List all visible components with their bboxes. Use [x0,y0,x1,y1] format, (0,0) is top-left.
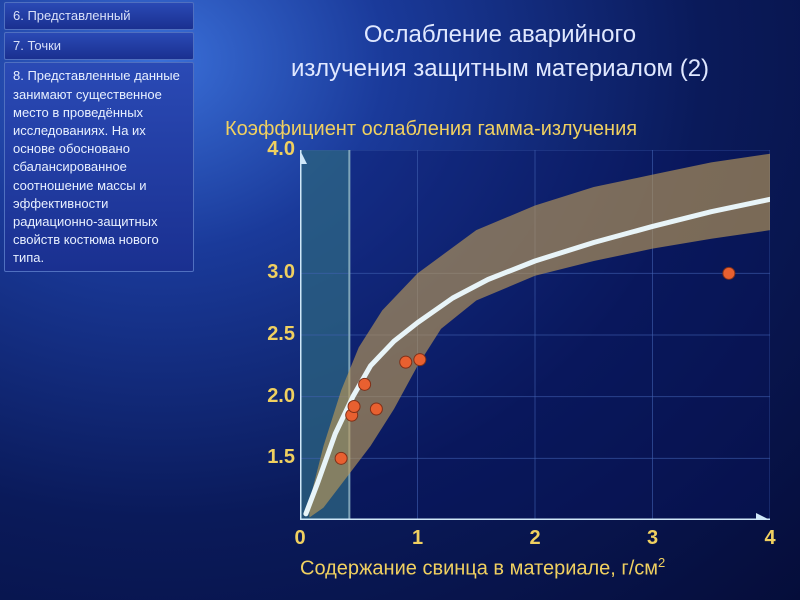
chart-title: Коэффициент ослабления гамма-излучения [225,118,785,141]
x-tick-label: 4 [764,527,775,550]
sidebar: 6. Представленный 7. Точки 8. Представле… [4,2,194,274]
sidebar-item-7[interactable]: 7. Точки [4,32,194,60]
page-title: Ослабление аварийного излучения защитным… [210,18,790,85]
y-tick-label: 2.0 [240,385,295,408]
x-axis-title: Содержание свинца в материале, г/см2 [300,555,780,581]
title-line1: Ослабление аварийного [364,21,636,48]
x-tick-label: 2 [529,527,540,550]
y-tick-label: 3.0 [240,261,295,284]
chart-svg [300,150,770,520]
y-tick-label: 2.5 [240,323,295,346]
y-tick-label: 1.5 [240,446,295,469]
x-tick-label: 3 [647,527,658,550]
x-tick-label: 1 [412,527,423,550]
title-line2: излучения защитным материалом (2) [291,55,709,82]
x-axis-title-sup: 2 [658,555,665,570]
y-tick-label: 4.0 [240,138,295,161]
sidebar-item-8[interactable]: 8. Представленные данные занимают сущест… [4,62,194,272]
x-axis-title-text: Содержание свинца в материале, г/см [300,558,658,580]
x-tick-label: 0 [294,527,305,550]
x-axis-labels: 01234 [300,527,770,557]
attenuation-chart [300,150,770,520]
sidebar-item-6[interactable]: 6. Представленный [4,2,194,30]
